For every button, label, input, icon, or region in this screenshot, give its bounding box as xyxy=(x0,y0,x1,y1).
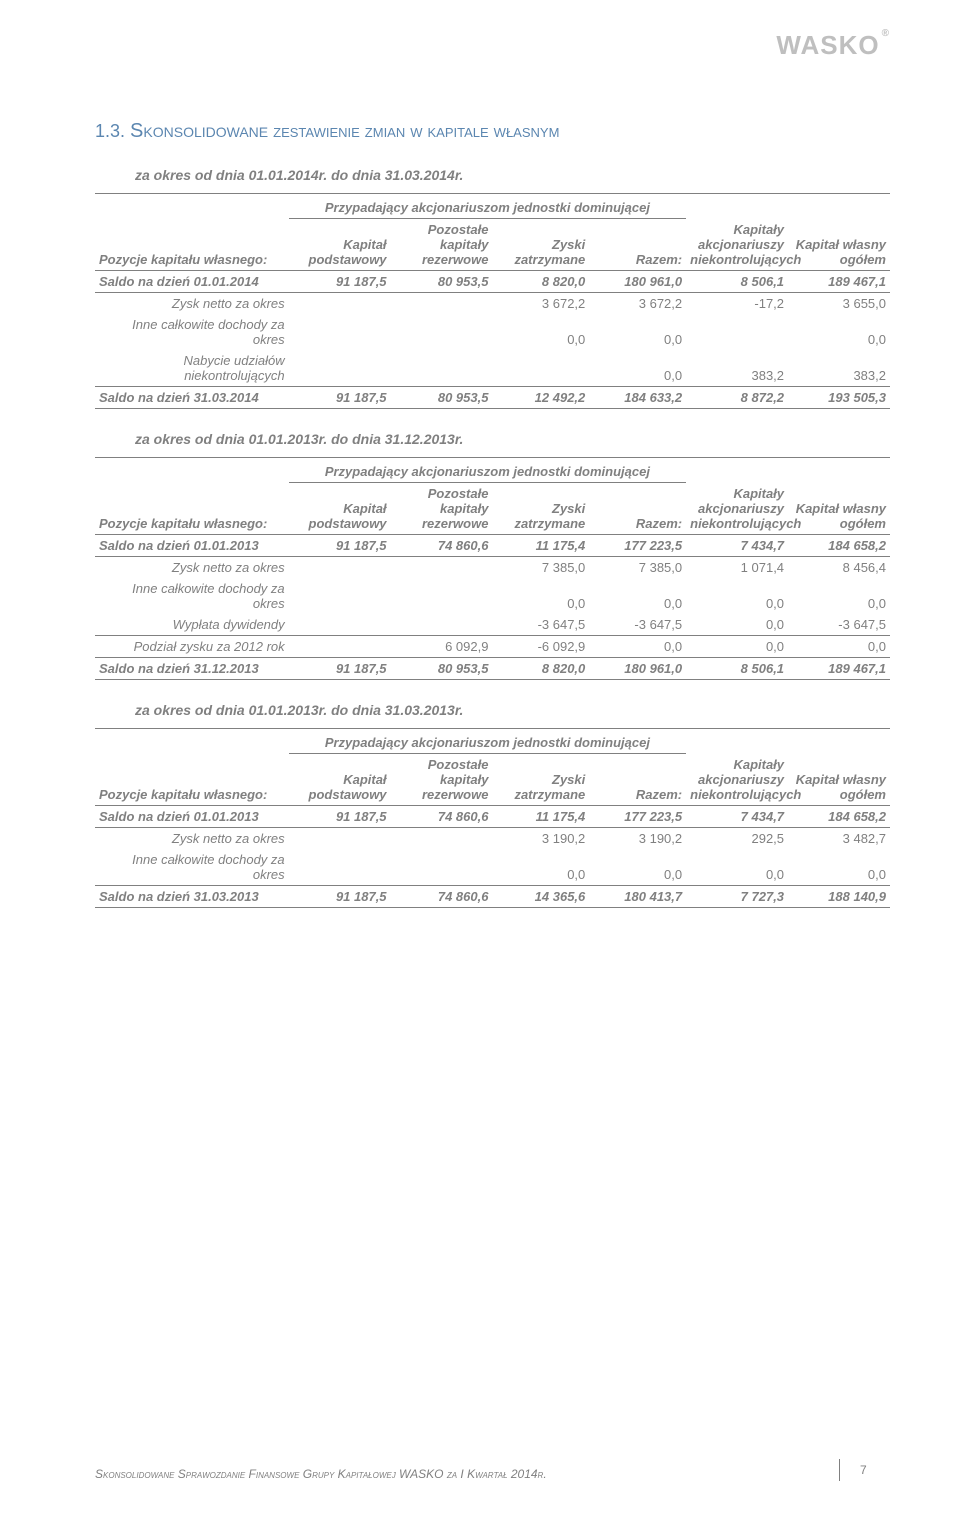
period-caption-2: za okres od dnia 01.01.2013r. do dnia 31… xyxy=(135,431,890,447)
t1-open: Saldo na dzień 01.01.2014 91 187,580 953… xyxy=(95,271,890,293)
t3-zysk: Zysk netto za okres 3 190,23 190,2292,53… xyxy=(95,828,890,850)
t2-zysk: Zysk netto za okres 7 385,07 385,01 071,… xyxy=(95,557,890,579)
col-razem: Razem: xyxy=(589,754,686,806)
col-razem: Razem: xyxy=(589,219,686,271)
col-zyski: Zyski zatrzymane xyxy=(492,483,589,535)
t1-zysk: Zysk netto za okres 3 672,23 672,2-17,23… xyxy=(95,293,890,315)
equity-table-3: Przypadający akcjonariuszom jednostki do… xyxy=(95,728,890,908)
t2-open: Saldo na dzień 01.01.2013 91 187,574 860… xyxy=(95,535,890,557)
col-poz-rez: Pozostałe kapitały rezerwowe xyxy=(391,219,493,271)
brand-logo: WASKO ® xyxy=(776,30,890,61)
t2-inne: Inne całkowite dochody za okres 0,00,00,… xyxy=(95,578,890,614)
col-zyski: Zyski zatrzymane xyxy=(492,219,589,271)
t1-inne: Inne całkowite dochody za okres 0,00,00,… xyxy=(95,314,890,350)
registered-icon: ® xyxy=(882,28,890,39)
col-poz-rez: Pozostałe kapitały rezerwowe xyxy=(391,754,493,806)
t2-podzial: Podział zysku za 2012 rok 6 092,9-6 092,… xyxy=(95,636,890,658)
section-title-word1: Skonsolidowane xyxy=(130,120,268,142)
col-pozycje: Pozycje kapitału własnego: xyxy=(95,219,289,271)
t3-inne: Inne całkowite dochody za okres 0,00,00,… xyxy=(95,849,890,886)
col-kap-podst: Kapitał podstawowy xyxy=(289,219,391,271)
t3-open: Saldo na dzień 01.01.2013 91 187,574 860… xyxy=(95,806,890,828)
super-header: Przypadający akcjonariuszom jednostki do… xyxy=(289,458,686,483)
section-number: 1.3. xyxy=(95,121,125,141)
col-razem: Razem: xyxy=(589,483,686,535)
footer-text: Skonsolidowane Sprawozdanie Finansowe Gr… xyxy=(95,1467,547,1481)
col-poz-rez: Pozostałe kapitały rezerwowe xyxy=(391,483,493,535)
t2-close: Saldo na dzień 31.12.2013 91 187,580 953… xyxy=(95,658,890,680)
col-kap-podst: Kapitał podstawowy xyxy=(289,754,391,806)
col-pozycje: Pozycje kapitału własnego: xyxy=(95,483,289,535)
section-title: 1.3. Skonsolidowane zestawienie zmian w … xyxy=(95,120,890,143)
col-zyski: Zyski zatrzymane xyxy=(492,754,589,806)
col-pozycje: Pozycje kapitału własnego: xyxy=(95,754,289,806)
t3-close: Saldo na dzień 31.03.2013 91 187,574 860… xyxy=(95,886,890,908)
super-header: Przypadający akcjonariuszom jednostki do… xyxy=(289,729,686,754)
col-kap-wlasny: Kapitał własny ogółem xyxy=(788,483,890,535)
col-kap-niek: Kapitały akcjonariuszy niekontrolujących xyxy=(686,754,788,806)
page-footer: Skonsolidowane Sprawozdanie Finansowe Gr… xyxy=(95,1459,890,1481)
section-title-rest: zestawienie zmian w kapitale własnym xyxy=(273,121,559,141)
brand-text: WASKO xyxy=(776,30,879,61)
equity-table-1: Przypadający akcjonariuszom jednostki do… xyxy=(95,193,890,409)
t1-nabycie: Nabycie udziałów niekontrolujących 0,038… xyxy=(95,350,890,387)
equity-table-2: Przypadający akcjonariuszom jednostki do… xyxy=(95,457,890,680)
col-kap-niek: Kapitały akcjonariuszy niekontrolujących xyxy=(686,483,788,535)
col-kap-wlasny: Kapitał własny ogółem xyxy=(788,219,890,271)
col-kap-wlasny: Kapitał własny ogółem xyxy=(788,754,890,806)
t1-close: Saldo na dzień 31.03.2014 91 187,580 953… xyxy=(95,387,890,409)
col-kap-podst: Kapitał podstawowy xyxy=(289,483,391,535)
period-caption-3: za okres od dnia 01.01.2013r. do dnia 31… xyxy=(135,702,890,718)
t2-dywidenda: Wypłata dywidendy -3 647,5-3 647,50,0-3 … xyxy=(95,614,890,636)
super-header: Przypadający akcjonariuszom jednostki do… xyxy=(289,194,686,219)
page-number: 7 xyxy=(839,1459,890,1481)
period-caption-1: za okres od dnia 01.01.2014r. do dnia 31… xyxy=(135,167,890,183)
col-kap-niek: Kapitały akcjonariuszy niekontrolujących xyxy=(686,219,788,271)
